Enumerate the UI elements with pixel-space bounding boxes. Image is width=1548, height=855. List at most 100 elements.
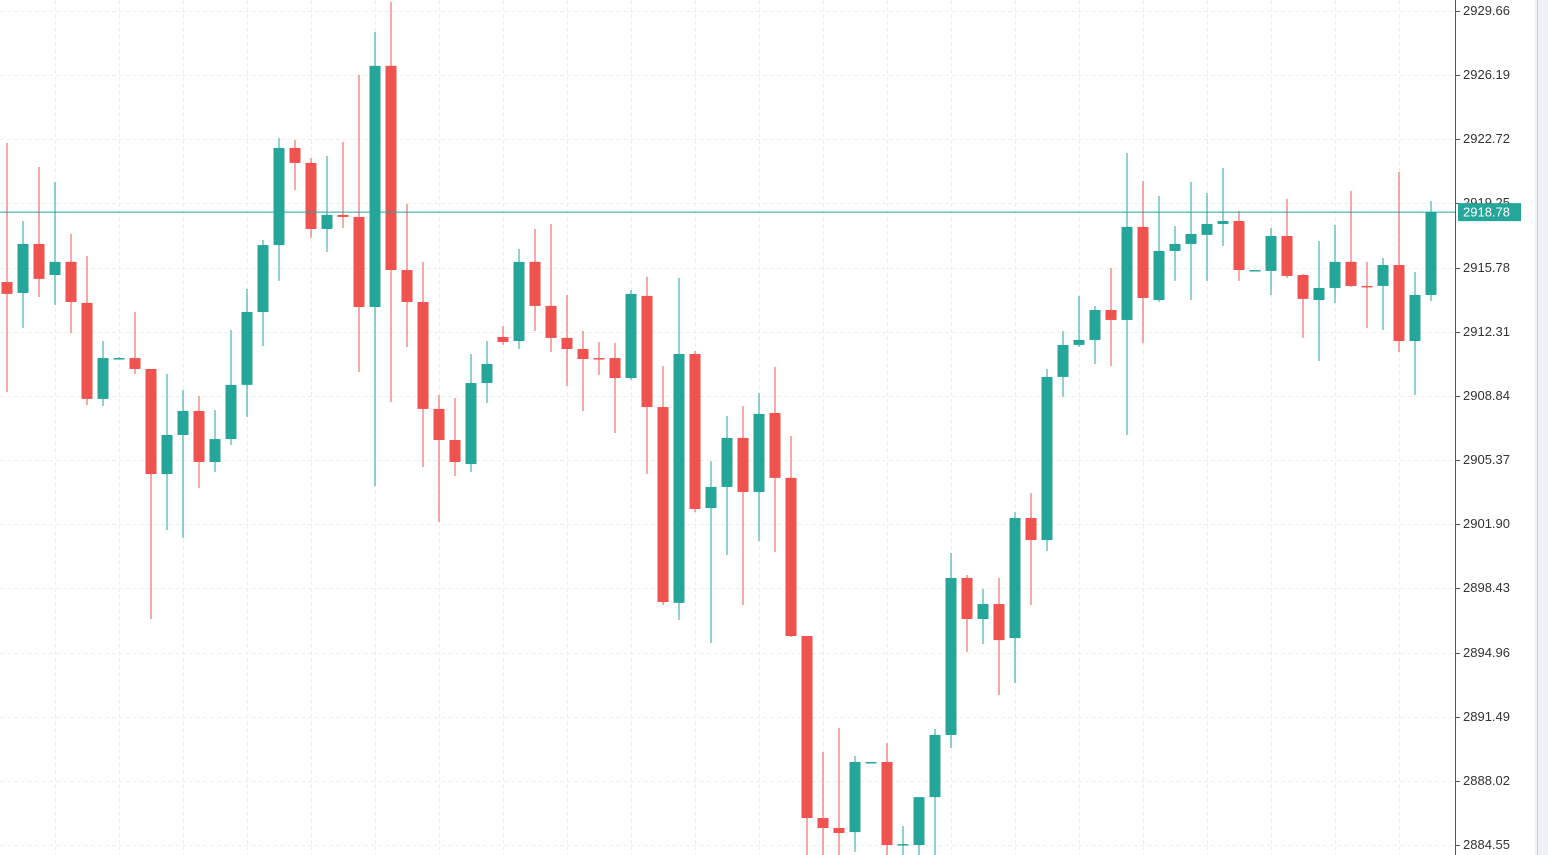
candle-body bbox=[465, 383, 477, 465]
candle-body bbox=[545, 305, 557, 338]
candle-body bbox=[385, 65, 397, 271]
candle-body bbox=[33, 243, 45, 279]
candle-body bbox=[353, 216, 365, 308]
candle-body bbox=[577, 348, 589, 359]
grid bbox=[0, 0, 1455, 855]
candle-body bbox=[1153, 250, 1165, 300]
candle-body bbox=[1185, 233, 1197, 244]
candle-body bbox=[673, 353, 685, 603]
candle-body bbox=[561, 337, 573, 349]
last-price-label: 2918.78 bbox=[1463, 205, 1510, 220]
y-tick-label: 2915.78 bbox=[1463, 260, 1510, 275]
candle-body bbox=[1233, 221, 1245, 271]
candle-body bbox=[1249, 270, 1261, 272]
candle-body bbox=[1313, 287, 1325, 300]
candle-body bbox=[689, 353, 701, 509]
candle-body bbox=[913, 797, 925, 846]
candle-body bbox=[993, 604, 1005, 641]
candle-body bbox=[1105, 309, 1117, 320]
y-tick-label: 2905.37 bbox=[1463, 452, 1510, 467]
candle-body bbox=[657, 407, 669, 602]
candle-body bbox=[881, 761, 893, 846]
candle-body bbox=[929, 734, 941, 798]
y-tick-label: 2898.43 bbox=[1463, 580, 1510, 595]
candle-body bbox=[625, 293, 637, 379]
candle-body bbox=[113, 358, 125, 360]
candle-body bbox=[1297, 275, 1309, 299]
candle-body bbox=[705, 486, 717, 509]
candle-body bbox=[1121, 226, 1133, 320]
candle-body bbox=[401, 270, 413, 303]
candle-body bbox=[609, 358, 621, 379]
candle-body bbox=[513, 261, 525, 342]
candle-body bbox=[1345, 261, 1357, 286]
candle-body bbox=[241, 312, 253, 385]
y-tick-label: 2884.55 bbox=[1463, 837, 1510, 852]
candle-body bbox=[417, 302, 429, 409]
candle-body bbox=[737, 437, 749, 492]
candle-body bbox=[897, 844, 909, 846]
candle-body bbox=[1169, 243, 1181, 251]
y-tick-label: 2926.19 bbox=[1463, 67, 1510, 82]
candle-body bbox=[193, 410, 205, 462]
candle-body bbox=[1009, 518, 1021, 639]
y-tick-label: 2891.49 bbox=[1463, 709, 1510, 724]
scrollbar[interactable] bbox=[1535, 0, 1548, 855]
candle-body bbox=[97, 358, 109, 399]
candle-body bbox=[961, 577, 973, 620]
candle-body bbox=[433, 408, 445, 440]
candle-body bbox=[1217, 221, 1229, 224]
candle-body bbox=[1089, 309, 1101, 340]
candle-body bbox=[1, 282, 13, 294]
candle-body bbox=[17, 243, 29, 293]
candle-body bbox=[753, 413, 765, 492]
candle-body bbox=[977, 604, 989, 620]
candle-body bbox=[1041, 376, 1053, 541]
candle-body bbox=[481, 363, 493, 384]
candle-body bbox=[529, 261, 541, 306]
candle-body bbox=[273, 147, 285, 246]
candle-body bbox=[145, 368, 157, 475]
y-tick-label: 2922.72 bbox=[1463, 131, 1510, 146]
candle-body bbox=[1361, 285, 1373, 288]
last-price-box bbox=[1458, 203, 1521, 222]
candle-body bbox=[769, 412, 781, 478]
candle-body bbox=[1025, 518, 1037, 541]
candle-body bbox=[849, 761, 861, 833]
candle-body bbox=[593, 358, 605, 360]
candle-body bbox=[1409, 294, 1421, 342]
y-tick-label: 2894.96 bbox=[1463, 645, 1510, 660]
candle-body bbox=[289, 147, 301, 163]
candle-body bbox=[49, 261, 61, 276]
candle-body bbox=[129, 358, 141, 369]
candle-body bbox=[785, 477, 797, 637]
candle-body bbox=[641, 295, 653, 408]
y-tick-label: 2901.90 bbox=[1463, 516, 1510, 531]
candle-body bbox=[1377, 265, 1389, 286]
candle-body bbox=[225, 384, 237, 440]
candle-body bbox=[801, 636, 813, 819]
candle-body bbox=[1057, 344, 1069, 377]
candle-body bbox=[1073, 339, 1085, 345]
candle-body bbox=[833, 827, 845, 833]
candle-body bbox=[177, 410, 189, 435]
y-tick-label: 2912.31 bbox=[1463, 324, 1510, 339]
candle-body bbox=[209, 439, 221, 462]
candle-body bbox=[305, 162, 317, 229]
candle-body bbox=[1425, 212, 1437, 295]
price-axis: 2929.662926.192922.722919.252915.782912.… bbox=[1455, 3, 1521, 852]
candle-body bbox=[337, 214, 349, 217]
candle-body bbox=[1393, 265, 1405, 342]
y-tick-label: 2888.02 bbox=[1463, 773, 1510, 788]
candle-body bbox=[945, 577, 957, 735]
candle-body bbox=[721, 437, 733, 487]
candles bbox=[0, 1, 1455, 855]
y-tick-label: 2908.84 bbox=[1463, 388, 1510, 403]
candle-body bbox=[369, 65, 381, 308]
candle-body bbox=[1265, 235, 1277, 271]
candle-body bbox=[65, 261, 77, 303]
candle-body bbox=[497, 336, 509, 342]
candle-body bbox=[257, 245, 269, 313]
